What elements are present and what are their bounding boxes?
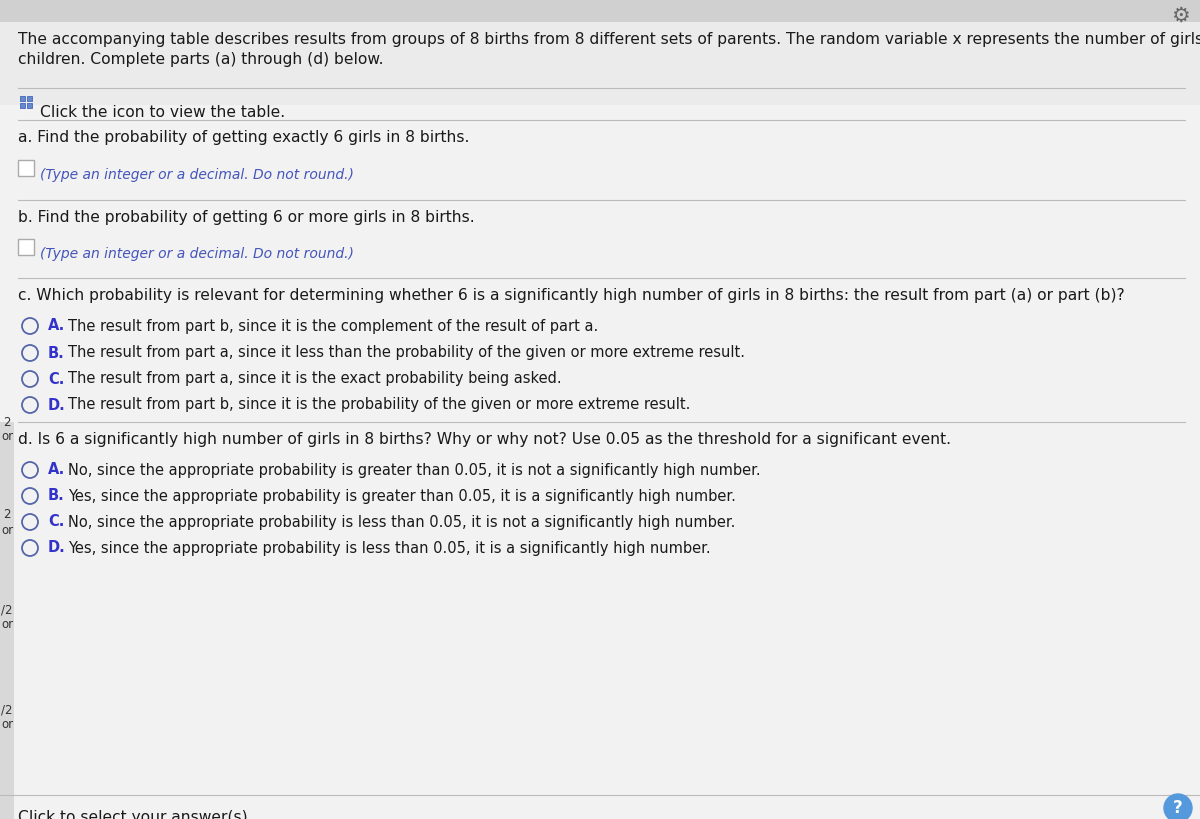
Text: (Type an integer or a decimal. Do not round.): (Type an integer or a decimal. Do not ro…	[40, 247, 354, 261]
Circle shape	[1164, 794, 1192, 819]
Text: B.: B.	[48, 488, 65, 504]
FancyBboxPatch shape	[20, 103, 25, 108]
Text: /2: /2	[1, 704, 13, 717]
Text: c. Which probability is relevant for determining whether 6 is a significantly hi: c. Which probability is relevant for det…	[18, 288, 1124, 303]
Text: A.: A.	[48, 319, 65, 333]
Text: A.: A.	[48, 463, 65, 477]
Text: (Type an integer or a decimal. Do not round.): (Type an integer or a decimal. Do not ro…	[40, 168, 354, 182]
Text: D.: D.	[48, 397, 66, 413]
Text: The result from part b, since it is the probability of the given or more extreme: The result from part b, since it is the …	[68, 397, 690, 413]
Text: /2: /2	[1, 604, 13, 617]
Text: children. Complete parts (a) through (d) below.: children. Complete parts (a) through (d)…	[18, 52, 384, 67]
FancyBboxPatch shape	[28, 96, 32, 101]
FancyBboxPatch shape	[0, 0, 1200, 22]
Text: b. Find the probability of getting 6 or more girls in 8 births.: b. Find the probability of getting 6 or …	[18, 210, 475, 225]
FancyBboxPatch shape	[18, 160, 34, 176]
Text: No, since the appropriate probability is less than 0.05, it is not a significant: No, since the appropriate probability is…	[68, 514, 736, 530]
Text: 2: 2	[4, 415, 11, 428]
Text: 2: 2	[4, 509, 11, 522]
Text: No, since the appropriate probability is greater than 0.05, it is not a signific: No, since the appropriate probability is…	[68, 463, 761, 477]
Text: or: or	[1, 523, 13, 536]
Text: d. Is 6 a significantly high number of girls in 8 births? Why or why not? Use 0.: d. Is 6 a significantly high number of g…	[18, 432, 952, 447]
Text: Click to select your answer(s).: Click to select your answer(s).	[18, 810, 252, 819]
Text: C.: C.	[48, 514, 65, 530]
Text: Yes, since the appropriate probability is less than 0.05, it is a significantly : Yes, since the appropriate probability i…	[68, 541, 710, 555]
FancyBboxPatch shape	[28, 103, 32, 108]
FancyBboxPatch shape	[18, 239, 34, 255]
Text: ?: ?	[1174, 799, 1183, 817]
Text: ⚙: ⚙	[1171, 6, 1189, 26]
Text: C.: C.	[48, 372, 65, 387]
Text: The accompanying table describes results from groups of 8 births from 8 differen: The accompanying table describes results…	[18, 32, 1200, 47]
FancyBboxPatch shape	[0, 422, 14, 819]
Text: The result from part a, since it less than the probability of the given or more : The result from part a, since it less th…	[68, 346, 745, 360]
Text: The result from part a, since it is the exact probability being asked.: The result from part a, since it is the …	[68, 372, 562, 387]
Text: B.: B.	[48, 346, 65, 360]
FancyBboxPatch shape	[20, 96, 25, 101]
Text: or: or	[1, 431, 13, 444]
Text: or: or	[1, 718, 13, 731]
Text: a. Find the probability of getting exactly 6 girls in 8 births.: a. Find the probability of getting exact…	[18, 130, 469, 145]
Text: Yes, since the appropriate probability is greater than 0.05, it is a significant: Yes, since the appropriate probability i…	[68, 488, 736, 504]
Text: or: or	[1, 618, 13, 631]
FancyBboxPatch shape	[0, 22, 1200, 105]
Text: The result from part b, since it is the complement of the result of part a.: The result from part b, since it is the …	[68, 319, 599, 333]
FancyBboxPatch shape	[0, 795, 1200, 819]
Text: Click the icon to view the table.: Click the icon to view the table.	[40, 105, 286, 120]
Text: D.: D.	[48, 541, 66, 555]
